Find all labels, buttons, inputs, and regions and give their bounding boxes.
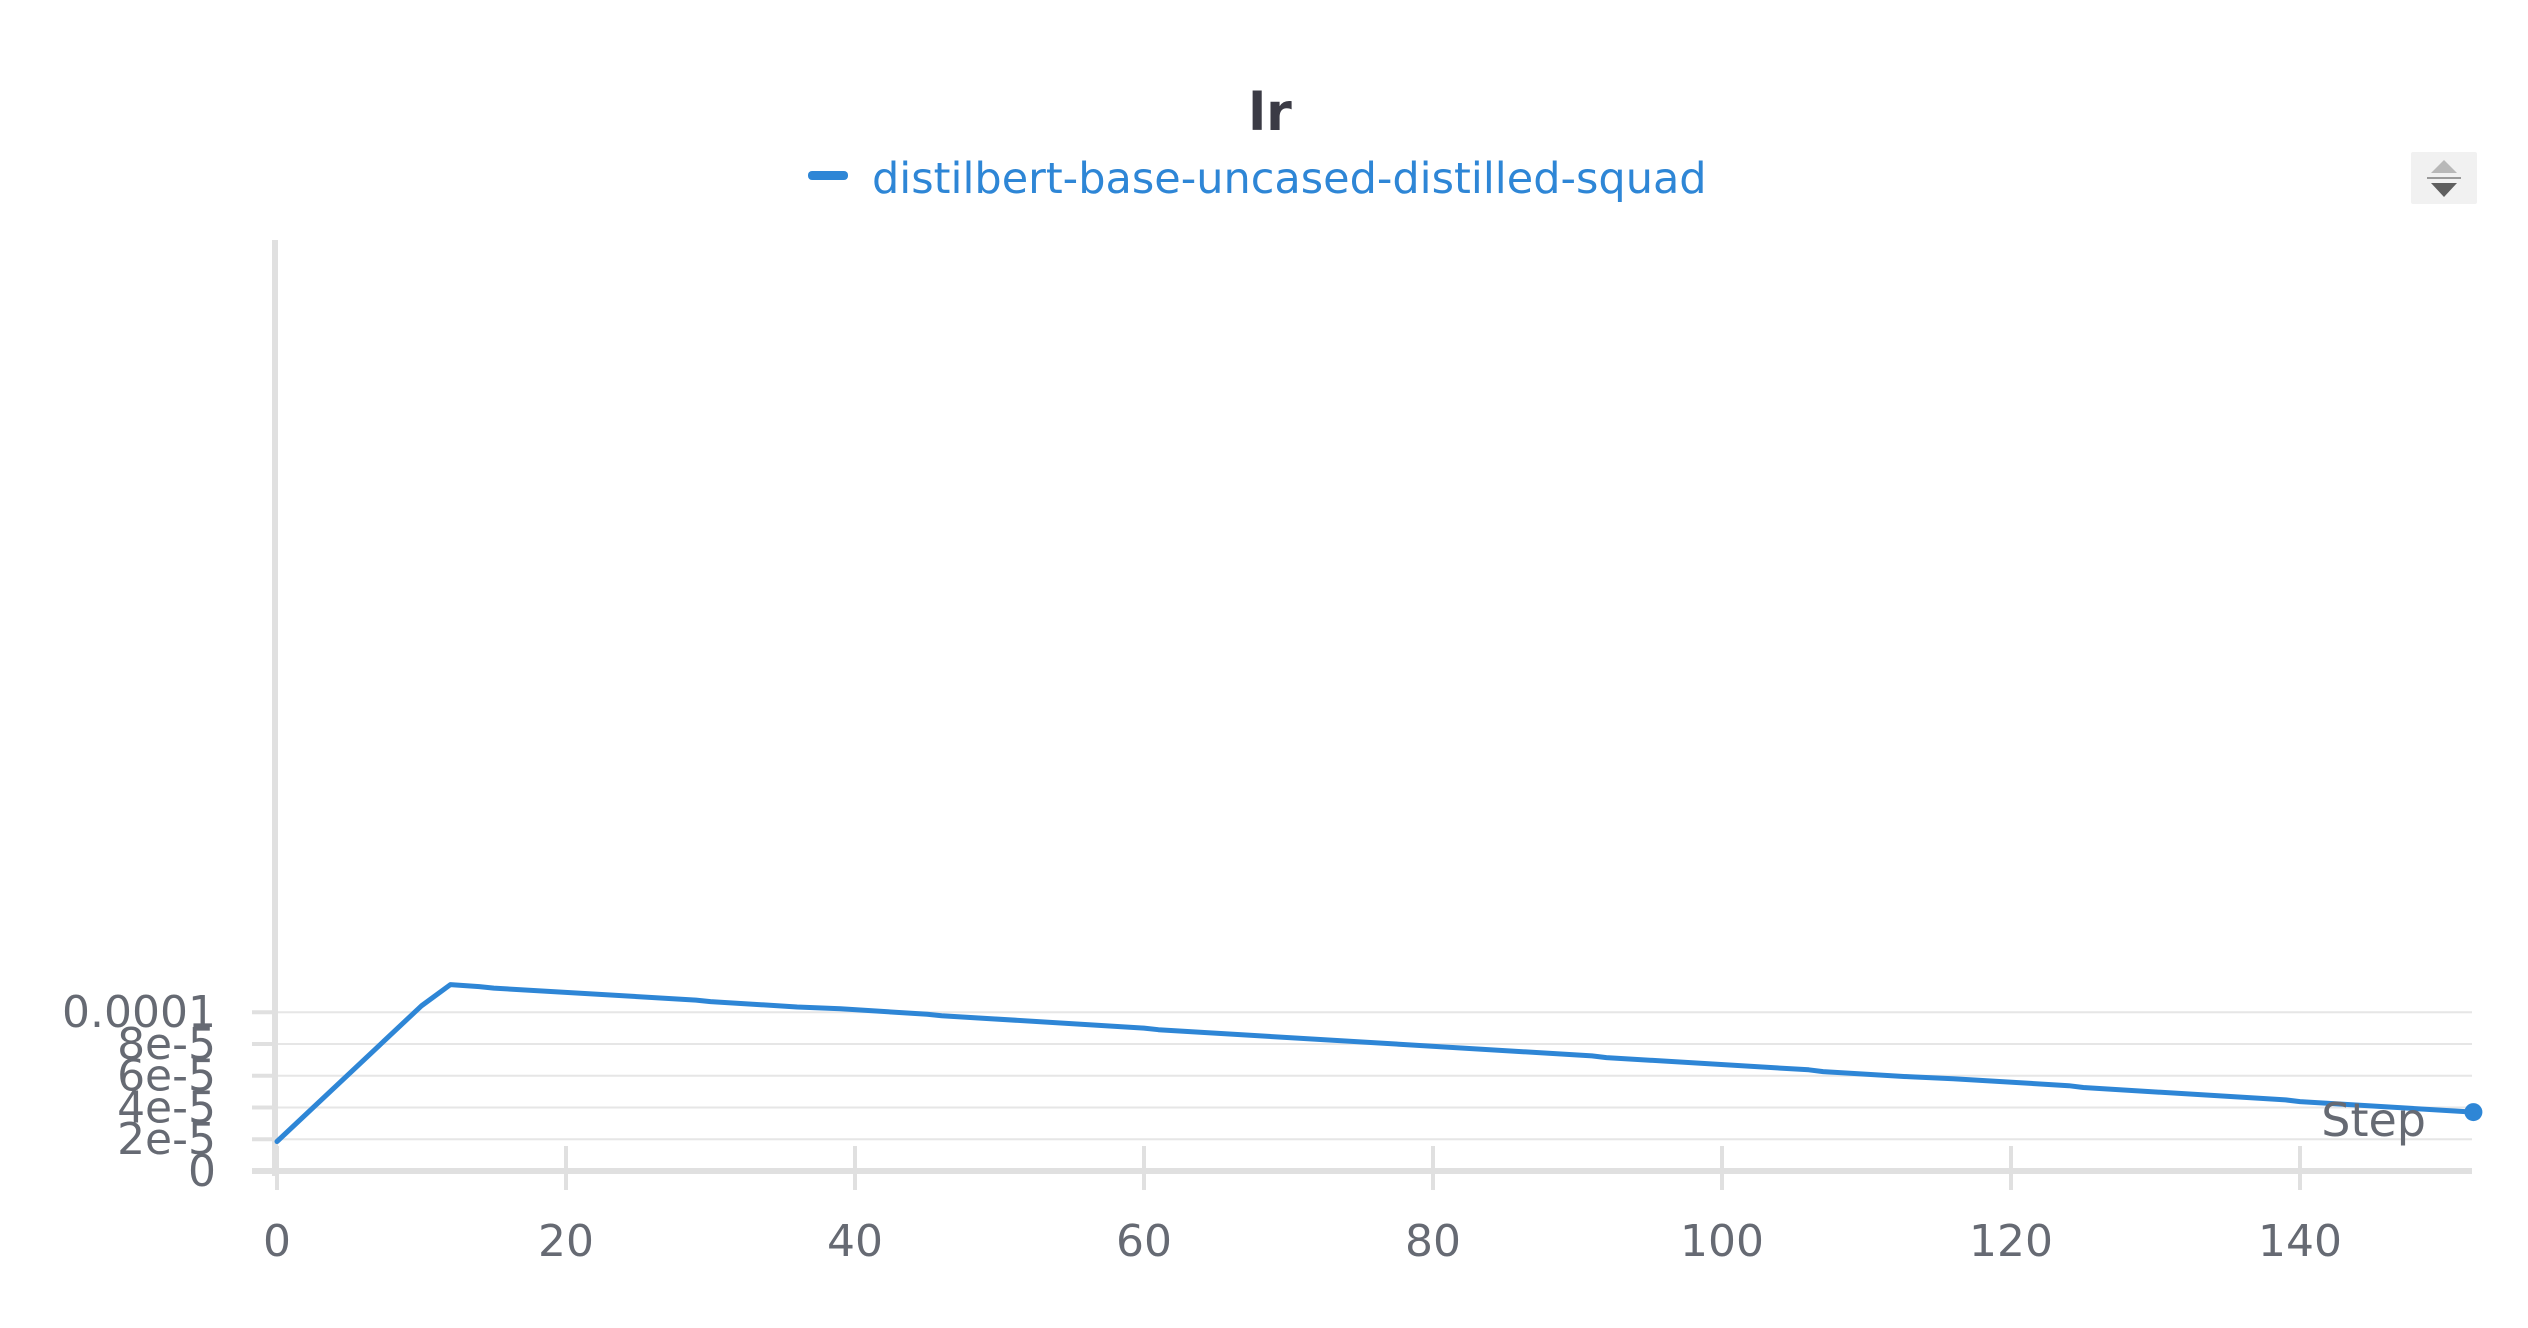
legend: distilbert-base-uncased-distilled-squad: [808, 154, 1707, 204]
x-axis-title: Step: [2321, 1093, 2426, 1147]
y-tick-label: 2e-5: [117, 1114, 216, 1165]
x-tick-label: 100: [1680, 1216, 1764, 1267]
sort-up-down-icon: [2427, 160, 2461, 197]
sort-button[interactable]: [2411, 152, 2477, 204]
axes: [252, 240, 2472, 1190]
y-tick-label: 0: [188, 1146, 216, 1197]
y-tick-label: 8e-5: [117, 1019, 216, 1070]
x-tick-label: 0: [263, 1216, 291, 1267]
x-tick-label: 120: [1969, 1216, 2053, 1267]
series-layer: [274, 982, 2483, 1144]
y-tick-label: 0.0001: [62, 987, 216, 1038]
series-end-point[interactable]: [2464, 1103, 2483, 1122]
legend-swatch: [808, 171, 848, 180]
chart-title: lr: [1248, 83, 1292, 143]
grid-lines: [277, 1011, 2472, 1141]
y-tick-label: 6e-5: [117, 1051, 216, 1102]
x-tick-label: 80: [1405, 1216, 1461, 1267]
x-tick-label: 140: [2258, 1216, 2342, 1267]
x-tick-label: 20: [538, 1216, 594, 1267]
legend-entry[interactable]: distilbert-base-uncased-distilled-squad: [808, 154, 1707, 204]
legend-label: distilbert-base-uncased-distilled-squad: [872, 154, 1707, 204]
series-line-0: [274, 982, 2476, 1144]
x-tick-label: 60: [1116, 1216, 1172, 1267]
x-tick-label: 40: [827, 1216, 883, 1267]
y-tick-label: 4e-5: [117, 1082, 216, 1133]
